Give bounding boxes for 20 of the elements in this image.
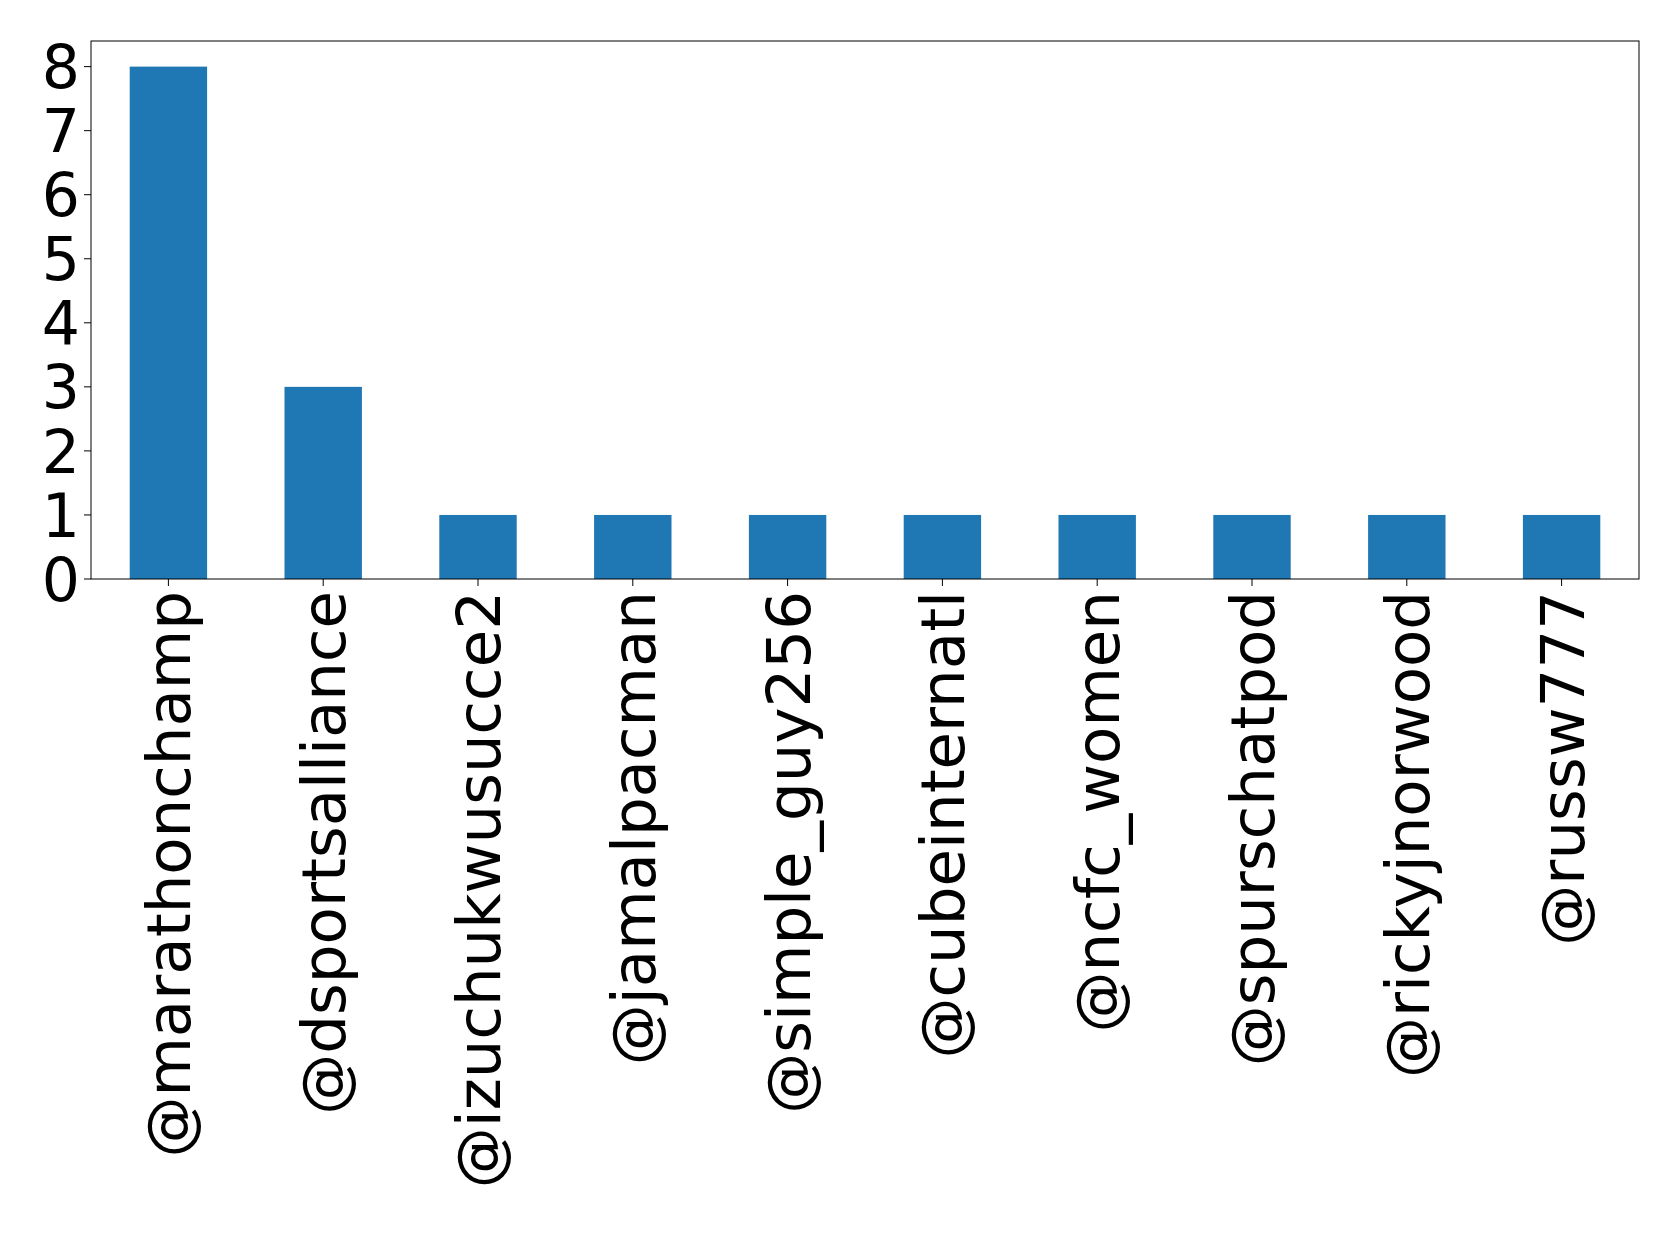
bar [439, 514, 517, 579]
x-tick-label: @marathonchamp [133, 591, 205, 1158]
bar [1058, 514, 1136, 579]
bar [594, 514, 672, 579]
bar [903, 514, 982, 579]
x-tick-label: @dsportsalliance [288, 591, 360, 1115]
bar [1522, 514, 1601, 579]
x-tick-label: @spurschatpod [1216, 591, 1288, 1067]
x-tick-label: @rickyjnorwood [1371, 591, 1443, 1079]
x-tick-label: @simple_guy256 [752, 591, 824, 1114]
x-tick-label: @russw777 [1526, 591, 1598, 946]
bar [1368, 514, 1446, 579]
bar [129, 66, 208, 579]
bar [284, 386, 362, 579]
x-tick-label: @izuchukwusucce2 [442, 591, 514, 1189]
x-tick-label: @ncfc_women [1062, 591, 1134, 1033]
bar [748, 514, 827, 579]
bar [1213, 514, 1291, 579]
x-tick-label: @cubeinternatl [907, 591, 979, 1059]
x-tick-label: @jamalpacman [597, 591, 669, 1066]
